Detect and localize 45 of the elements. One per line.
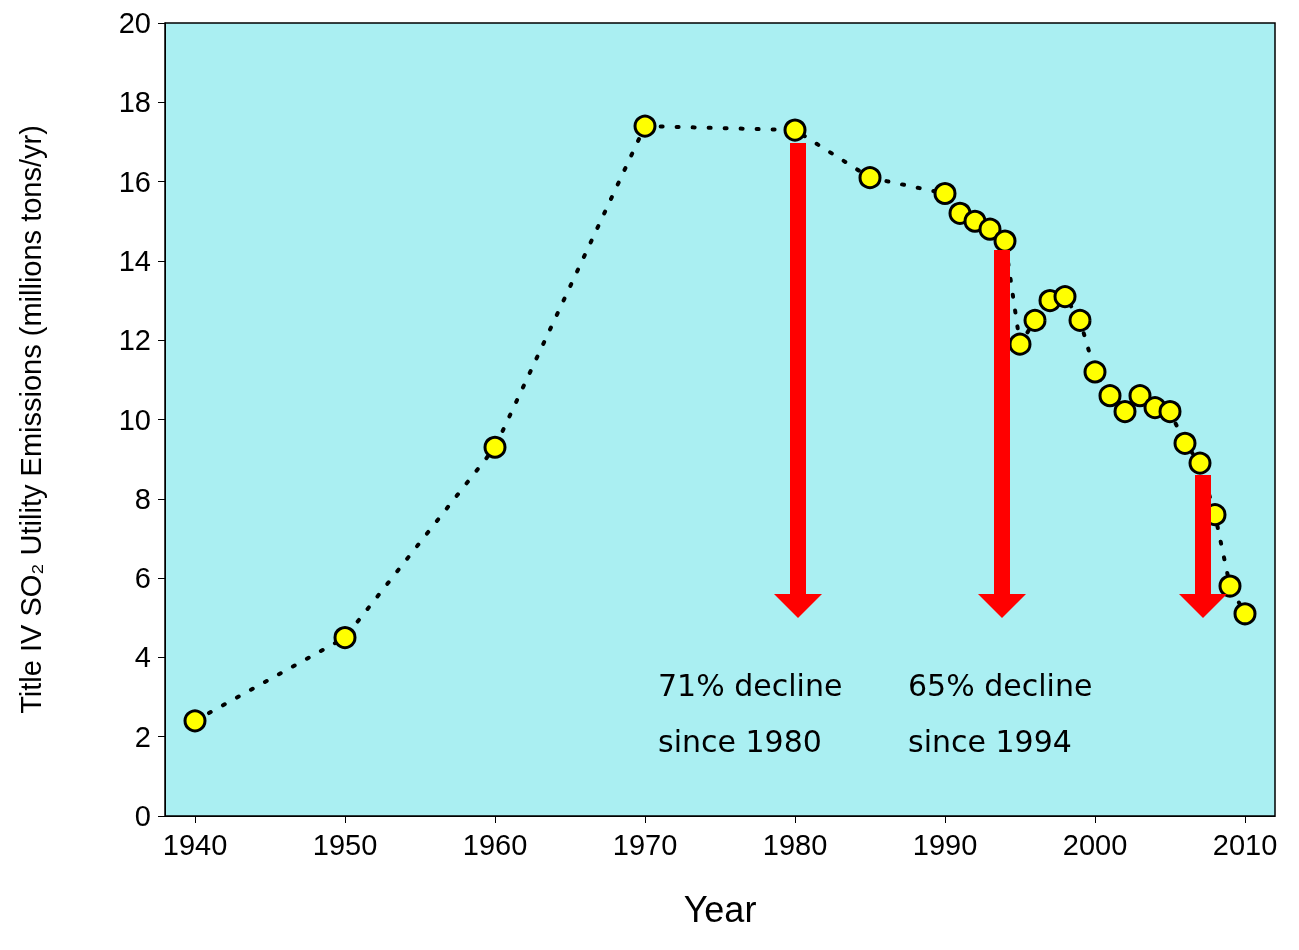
point (1098, 384, 1122, 408)
y-tick-label: 18 (118, 86, 151, 119)
y-tick-label: 6 (134, 562, 151, 595)
point (1128, 384, 1152, 408)
point (993, 229, 1017, 253)
y-tick-label: 2 (134, 720, 151, 753)
annotation: 65% decline since 1994 (908, 667, 1093, 761)
point (1158, 400, 1182, 424)
x-tick-label: 1940 (162, 828, 228, 861)
point (483, 435, 507, 459)
point (1023, 308, 1047, 332)
point (1008, 332, 1032, 356)
point (1173, 431, 1197, 455)
y-tick-label: 12 (118, 324, 151, 357)
y-tick-label: 16 (118, 165, 151, 198)
point (978, 217, 1002, 241)
point (1083, 360, 1107, 384)
x-tick-label: 2000 (1062, 828, 1128, 861)
point (1113, 400, 1137, 424)
point (933, 182, 957, 205)
y-tick-label: 8 (134, 482, 151, 515)
point (183, 709, 207, 733)
x-tick-label: 1990 (912, 828, 978, 861)
point (333, 626, 357, 650)
x-tick-label: 1950 (312, 828, 378, 861)
y-tick-label: 14 (118, 244, 151, 277)
point (1053, 285, 1077, 309)
y-tick-label: 20 (118, 7, 151, 39)
point (1233, 602, 1257, 626)
y-tick-label: 0 (134, 800, 151, 832)
y-tick-label: 4 (134, 641, 151, 674)
x-tick-label: 1970 (612, 828, 678, 861)
annotation: 71% decline since 1980 (658, 667, 843, 761)
point (1218, 574, 1242, 598)
point (858, 166, 882, 190)
x-tick-label: 1960 (462, 828, 528, 861)
point (783, 118, 807, 142)
y-axis-title: Title IV SO₂ Utility Emissions (millions tons/yr) (14, 125, 47, 714)
x-tick-label: 1980 (762, 828, 828, 861)
y-tick-label: 10 (118, 403, 151, 436)
point (633, 114, 657, 138)
x-tick-label: 2010 (1212, 828, 1278, 861)
x-axis-title: Year (683, 888, 757, 930)
point (1068, 308, 1092, 332)
point (1188, 451, 1212, 475)
